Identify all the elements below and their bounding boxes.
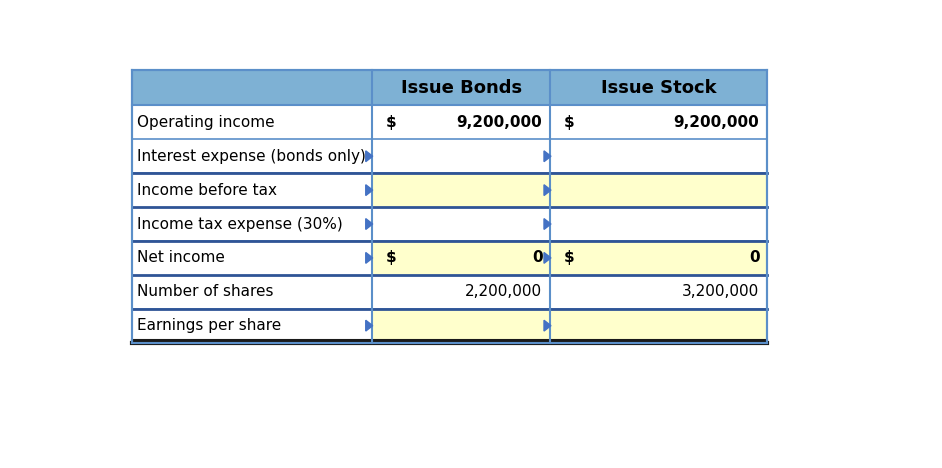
Bar [132,139,372,173]
Text: 3,200,000: 3,200,000 [682,284,759,299]
Bar [550,173,767,207]
Bar [550,241,767,275]
Polygon shape [544,185,551,196]
Bar [132,309,372,343]
Text: Net income: Net income [138,250,225,265]
Text: Issue Stock: Issue Stock [601,79,717,97]
Text: 9,200,000: 9,200,000 [457,115,543,130]
Bar [132,70,767,343]
Text: Operating income: Operating income [138,115,275,130]
Polygon shape [365,151,373,161]
Bar [132,275,372,309]
Polygon shape [544,253,551,263]
Bar [372,105,550,139]
Polygon shape [544,151,551,161]
Bar [372,241,550,275]
Text: Issue Bonds: Issue Bonds [400,79,522,97]
Bar [372,207,550,241]
Polygon shape [544,219,551,229]
Bar [132,105,372,139]
Bar [550,139,767,173]
Polygon shape [365,253,373,263]
Bar [372,173,550,207]
Text: $: $ [386,115,397,130]
Text: Income tax expense (30%): Income tax expense (30%) [138,217,343,232]
Bar [132,241,372,275]
Text: Interest expense (bonds only): Interest expense (bonds only) [138,149,366,164]
Bar [372,139,550,173]
Polygon shape [544,320,551,331]
Bar [372,309,550,343]
Text: Income before tax: Income before tax [138,183,277,197]
Text: $: $ [564,250,575,265]
Bar [550,207,767,241]
Text: $: $ [386,250,397,265]
Polygon shape [365,219,373,229]
Text: Earnings per share: Earnings per share [138,318,282,333]
Bar [132,173,372,207]
Polygon shape [365,320,373,331]
Text: 2,200,000: 2,200,000 [465,284,543,299]
Text: 0: 0 [532,250,543,265]
Text: 0: 0 [749,250,759,265]
Bar [132,207,372,241]
Text: $: $ [564,115,575,130]
Bar [550,309,767,343]
Bar [550,275,767,309]
Bar [372,275,550,309]
Bar [132,70,767,105]
Text: Number of shares: Number of shares [138,284,273,299]
Polygon shape [365,185,373,196]
Text: 9,200,000: 9,200,000 [674,115,759,130]
Bar [550,105,767,139]
